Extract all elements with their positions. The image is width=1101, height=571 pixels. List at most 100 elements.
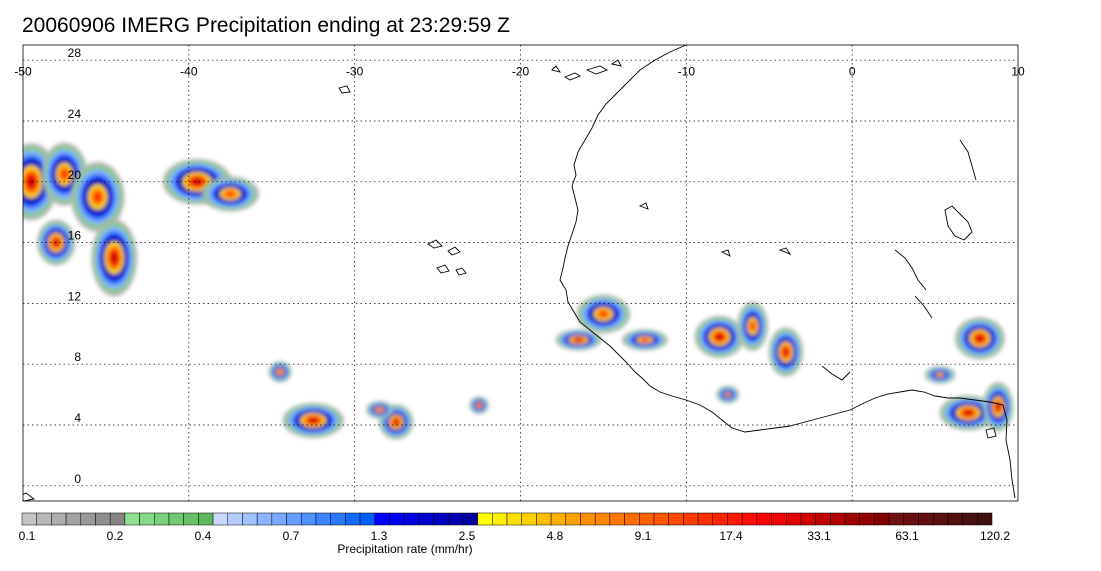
coastline-island bbox=[436, 264, 450, 274]
lat-tick-label: 12 bbox=[68, 289, 82, 303]
coastline-river bbox=[914, 295, 933, 319]
colorbar-swatch bbox=[242, 512, 258, 526]
colorbar-swatch bbox=[315, 512, 331, 526]
colorbar-swatch bbox=[65, 512, 82, 526]
colorbar-swatch bbox=[609, 512, 625, 526]
colorbar-swatch bbox=[21, 512, 37, 526]
coastline-island bbox=[338, 85, 351, 94]
colorbar-swatch bbox=[345, 512, 361, 526]
coastline-west-africa bbox=[559, 45, 1016, 499]
colorbar-swatch bbox=[888, 512, 905, 526]
colorbar-tick-label: 0.4 bbox=[195, 529, 212, 543]
coastline-island bbox=[551, 65, 562, 73]
colorbar-swatch bbox=[712, 512, 728, 526]
colorbar-swatch bbox=[903, 512, 919, 526]
colorbar-swatch bbox=[668, 512, 684, 526]
colorbar-swatch bbox=[521, 512, 537, 526]
colorbar-tick-label: 4.8 bbox=[547, 529, 564, 543]
precip-intensity-ring bbox=[226, 191, 235, 197]
coastline-island bbox=[427, 239, 443, 249]
lon-tick-label: -40 bbox=[180, 64, 198, 78]
colorbar-swatch bbox=[492, 512, 508, 526]
coastline-river bbox=[894, 249, 927, 291]
colorbar-tick-label: 9.1 bbox=[635, 529, 652, 543]
lon-tick-label: -20 bbox=[512, 64, 530, 78]
lat-tick-label: 20 bbox=[68, 168, 82, 182]
precip-cell bbox=[924, 366, 956, 384]
coastline-island bbox=[447, 246, 461, 256]
precip-intensity-ring bbox=[575, 337, 582, 342]
colorbar-swatch bbox=[874, 512, 890, 526]
colorbar-swatch bbox=[771, 512, 787, 526]
coastline-island bbox=[638, 202, 649, 210]
precip-intensity-ring bbox=[976, 335, 984, 342]
colorbar-tick-labels: 0.1 0.2 0.4 0.7 1.3 2.5 4.8 9.1 17.4 33.1 63.1 120.… bbox=[19, 529, 1011, 543]
colorbar-swatch bbox=[962, 512, 978, 526]
colorbar-swatch bbox=[859, 512, 875, 526]
precip-intensity-ring bbox=[716, 334, 723, 340]
colorbar-swatch bbox=[683, 512, 699, 526]
colorbar-tick-label: 63.1 bbox=[895, 529, 919, 543]
coastline-island bbox=[585, 65, 609, 75]
colorbar-swatch bbox=[418, 512, 434, 526]
precip-intensity-ring bbox=[278, 369, 283, 374]
colorbar-swatch bbox=[815, 512, 831, 526]
colorbar-tick-label: 1.3 bbox=[371, 529, 388, 543]
colorbar-swatch bbox=[844, 512, 860, 526]
colorbar-swatch bbox=[594, 512, 611, 526]
coastline-island bbox=[455, 267, 467, 276]
colorbar-swatch bbox=[154, 512, 170, 526]
map-title: 20060906 IMERG Precipitation ending at 2… bbox=[22, 14, 510, 37]
colorbar-swatch bbox=[741, 512, 758, 526]
precip-cell bbox=[555, 329, 602, 351]
coastline-island bbox=[720, 249, 731, 257]
precip-intensity-ring bbox=[725, 392, 730, 397]
precip-intensity-ring bbox=[477, 403, 482, 408]
colorbar-swatch bbox=[727, 512, 743, 526]
lon-tick-label: 0 bbox=[849, 64, 856, 78]
precip-intensity-ring bbox=[964, 410, 973, 416]
colorbar-swatch bbox=[639, 512, 655, 526]
precip-intensity-ring bbox=[937, 372, 943, 377]
precipitation-layer bbox=[23, 142, 1014, 440]
colorbar-swatch bbox=[462, 512, 478, 526]
colorbar-swatch bbox=[95, 512, 111, 526]
precip-cell bbox=[694, 315, 745, 358]
colorbar-tick-label: 0.1 bbox=[19, 529, 36, 543]
precip-intensity-ring bbox=[61, 169, 68, 179]
precip-cell bbox=[469, 396, 489, 414]
precip-intensity-ring bbox=[641, 337, 649, 342]
colorbar-swatch bbox=[80, 512, 96, 526]
colorbar-swatch bbox=[109, 512, 126, 526]
colorbar-swatch bbox=[36, 512, 52, 526]
colorbar-swatch bbox=[697, 512, 714, 526]
colorbar-swatch bbox=[286, 512, 302, 526]
colorbar-swatch bbox=[624, 512, 640, 526]
lat-tick-label: 8 bbox=[74, 350, 81, 364]
precip-cell bbox=[201, 176, 259, 212]
lon-tick-label: 10 bbox=[1011, 64, 1025, 78]
colorbar-swatch bbox=[830, 512, 846, 526]
precip-cell bbox=[955, 317, 1005, 360]
longitude-labels: -50 -40 -30 -20 -10 0 10 bbox=[14, 64, 1025, 78]
coastline-island bbox=[778, 247, 792, 255]
colorbar-swatch bbox=[212, 512, 229, 526]
colorbar-swatch bbox=[359, 512, 375, 526]
precip-cell bbox=[37, 219, 76, 266]
colorbar-swatch bbox=[785, 512, 802, 526]
colorbar-tick-label: 0.2 bbox=[107, 529, 124, 543]
colorbar-tick-label: 2.5 bbox=[459, 529, 476, 543]
precip-intensity-ring bbox=[111, 252, 118, 263]
lon-tick-label: -10 bbox=[678, 64, 696, 78]
colorbar-swatch bbox=[756, 512, 772, 526]
colorbar-swatch bbox=[447, 512, 464, 526]
colorbar-swatch bbox=[139, 512, 155, 526]
colorbar-swatch bbox=[536, 512, 552, 526]
colorbar-tick-label: 0.7 bbox=[283, 529, 300, 543]
colorbar-swatch bbox=[653, 512, 669, 526]
lat-tick-label: 28 bbox=[68, 46, 82, 60]
precip-cell bbox=[576, 294, 631, 334]
colorbar-swatch bbox=[918, 512, 934, 526]
colorbar-swatch bbox=[433, 512, 449, 526]
